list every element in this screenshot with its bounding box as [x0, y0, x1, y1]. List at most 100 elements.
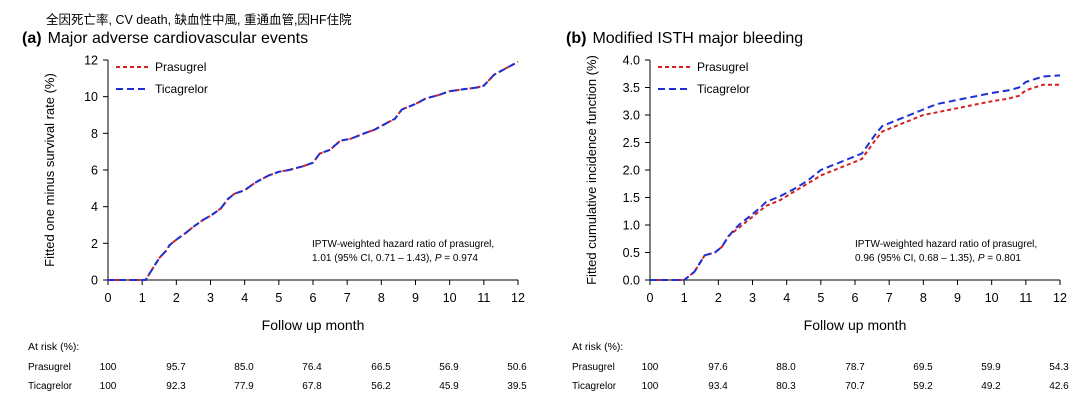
panel-a-annotation: IPTW-weighted hazard ratio of prasugrel,…	[312, 239, 494, 264]
x-tick-label: 12	[1053, 291, 1067, 305]
risk-value: 56.2	[371, 381, 391, 392]
x-tick-label: 5	[275, 291, 282, 305]
x-tick-label: 10	[443, 291, 457, 305]
x-tick-label: 8	[378, 291, 385, 305]
x-tick-label: 4	[241, 291, 248, 305]
risk-value: 70.7	[845, 381, 865, 392]
x-tick-label: 12	[511, 291, 525, 305]
risk-value: 42.6	[1049, 381, 1069, 392]
legend-label-prasugrel: Prasugrel	[155, 60, 206, 74]
risk-value: 66.5	[371, 362, 391, 373]
risk-value: 69.5	[913, 362, 933, 373]
panel-b-risk-table: At risk (%): Prasugrel Ticagrelor 100 97.…	[572, 341, 1069, 392]
x-tick-label: 2	[715, 291, 722, 305]
risk-table-label: At risk (%):	[572, 341, 623, 353]
panel-b-series	[650, 74, 1061, 281]
panel-b-title-text: Modified ISTH major bleeding	[592, 30, 803, 47]
x-tick-label: 4	[783, 291, 790, 305]
y-tick-label: 0.5	[623, 246, 640, 260]
risk-value: 56.9	[439, 362, 459, 373]
y-tick-label: 0	[91, 274, 98, 288]
x-tick-label: 7	[344, 291, 351, 305]
panel-a-y-label: Fitted one minus survival rate (%)	[42, 73, 57, 267]
y-tick-label: 6	[91, 164, 98, 178]
x-tick-label: 1	[139, 291, 146, 305]
series-line-ticagrelor	[108, 60, 519, 281]
risk-value: 39.5	[507, 381, 527, 392]
risk-table-label: At risk (%):	[28, 341, 79, 353]
risk-value: 59.9	[981, 362, 1001, 373]
y-tick-label: 2.0	[623, 164, 640, 178]
y-tick-label: 1.0	[623, 219, 640, 233]
risk-value: 97.6	[708, 362, 728, 373]
panel-b: (b) Modified ISTH major bleeding 0.0 0.5 1.…	[566, 30, 1069, 392]
y-tick-label: 1.5	[623, 191, 640, 205]
header-note: 全因死亡率, CV death, 缺血性中風, 重通血管,因HF住院	[46, 12, 352, 27]
y-tick-label: 2.5	[623, 136, 640, 150]
risk-value: 100	[642, 362, 659, 373]
panel-a-x-ticks: 0 1 2 3 4 5 6 7 8 9 10 11 12	[105, 280, 525, 305]
x-tick-label: 1	[681, 291, 688, 305]
risk-row-label-ticagrelor: Ticagrelor	[572, 381, 617, 392]
x-tick-label: 3	[749, 291, 756, 305]
risk-row-label-prasugrel: Prasugrel	[572, 362, 615, 373]
panel-a-y-ticks: 0 2 4 6 8 10 12	[84, 54, 108, 288]
panel-a-x-label: Follow up month	[262, 317, 365, 333]
panel-a-title: (a) Major adverse cardiovascular events	[22, 30, 308, 47]
panel-b-annotation: IPTW-weighted hazard ratio of prasugrel,…	[855, 239, 1037, 264]
y-tick-label: 3.0	[623, 109, 640, 123]
risk-value: 93.4	[708, 381, 728, 392]
y-tick-label: 2	[91, 237, 98, 251]
series-line-prasugrel	[650, 83, 1060, 281]
panel-b-annotation-line2: 0.96 (95% CI, 0.68 – 1.35), P = 0.801	[855, 253, 1021, 264]
risk-value: 100	[100, 362, 117, 373]
y-tick-label: 4	[91, 200, 98, 214]
panel-b-x-ticks: 0 1 2 3 4 5 6 7 8 9 10 11 12	[647, 280, 1067, 305]
x-tick-label: 5	[817, 291, 824, 305]
risk-value: 76.4	[302, 362, 322, 373]
risk-value: 85.0	[234, 362, 254, 373]
legend-label-prasugrel: Prasugrel	[697, 60, 748, 74]
panel-a-letter: (a)	[22, 30, 42, 47]
risk-value: 100	[100, 381, 117, 392]
risk-value: 92.3	[166, 381, 186, 392]
risk-value: 80.3	[776, 381, 796, 392]
risk-value: 50.6	[507, 362, 527, 373]
panel-b-letter: (b)	[566, 30, 586, 47]
x-tick-label: 7	[886, 291, 893, 305]
x-tick-label: 2	[173, 291, 180, 305]
x-tick-label: 11	[477, 291, 490, 305]
x-tick-label: 11	[1019, 291, 1032, 305]
panel-a-legend: Prasugrel Ticagrelor	[116, 60, 208, 96]
risk-value: 54.3	[1049, 362, 1069, 373]
series-line-ticagrelor	[650, 74, 1061, 281]
risk-value: 49.2	[981, 381, 1001, 392]
risk-value: 59.2	[913, 381, 933, 392]
risk-value: 45.9	[439, 381, 459, 392]
y-tick-label: 0.0	[623, 274, 640, 288]
legend-label-ticagrelor: Ticagrelor	[155, 82, 208, 96]
x-tick-label: 10	[985, 291, 999, 305]
x-tick-label: 3	[207, 291, 214, 305]
risk-value: 100	[642, 381, 659, 392]
y-tick-label: 10	[84, 90, 98, 104]
x-tick-label: 6	[310, 291, 317, 305]
panel-a-annotation-line2: 1.01 (95% CI, 0.71 – 1.43), P = 0.974	[312, 253, 478, 264]
x-tick-label: 0	[105, 291, 112, 305]
panel-a: (a) Major adverse cardiovascular events 0…	[22, 30, 527, 392]
x-tick-label: 9	[412, 291, 419, 305]
panel-b-y-label: Fitted cumulative incidence function (%)	[584, 55, 599, 285]
risk-value: 77.9	[234, 381, 254, 392]
panel-a-series	[108, 60, 519, 281]
x-tick-label: 9	[954, 291, 961, 305]
x-tick-label: 0	[647, 291, 654, 305]
panel-b-legend: Prasugrel Ticagrelor	[658, 60, 750, 96]
panel-a-risk-table: At risk (%): Prasugrel Ticagrelor 100 95.…	[28, 341, 527, 392]
panel-b-x-label: Follow up month	[804, 317, 907, 333]
risk-value: 78.7	[845, 362, 865, 373]
risk-row-label-prasugrel: Prasugrel	[28, 362, 71, 373]
panel-b-annotation-line1: IPTW-weighted hazard ratio of prasugrel,	[855, 239, 1037, 250]
y-tick-label: 3.5	[623, 81, 640, 95]
legend-label-ticagrelor: Ticagrelor	[697, 82, 750, 96]
